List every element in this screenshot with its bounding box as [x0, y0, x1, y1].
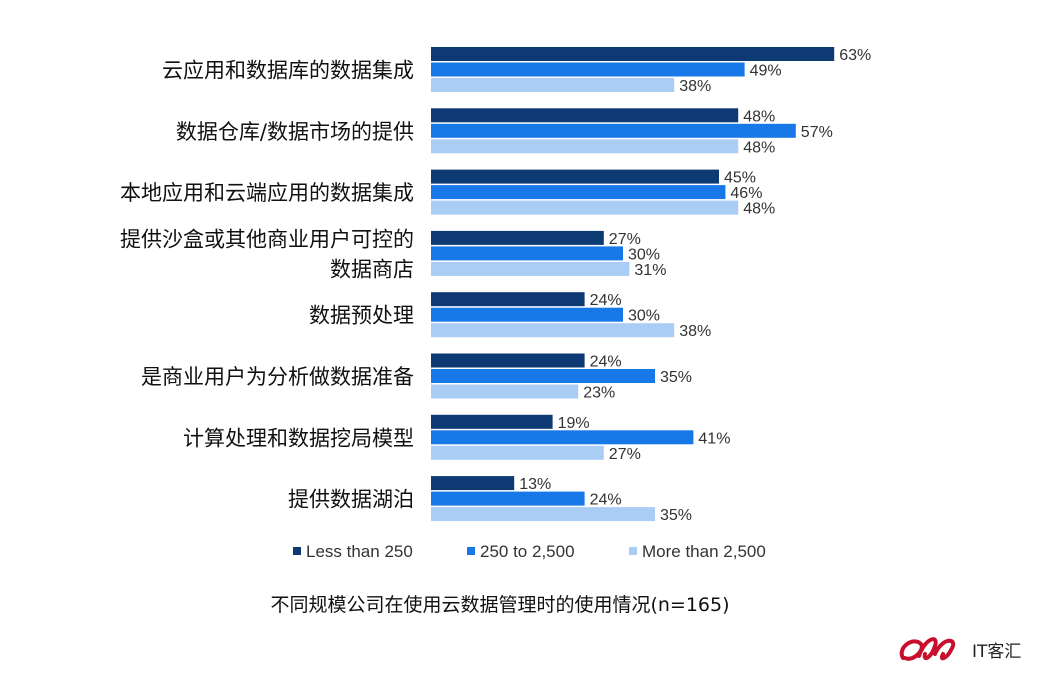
bar-1-series-2 [431, 62, 745, 77]
bar-3-series-1 [431, 169, 719, 184]
category-label-4-line-2: 数据商店 [330, 257, 414, 281]
bar-3-series-3 [431, 200, 739, 215]
category-label-2: 数据仓库/数据市场的提供 [176, 120, 414, 144]
legend-label-3: More than 2,500 [642, 542, 766, 561]
value-label-7-1: 19% [558, 415, 590, 432]
bar-6-series-3 [431, 384, 579, 399]
legend-swatch-2 [467, 547, 475, 555]
chart-caption: 不同规模公司在使用云数据管理时的使用情况(n=165) [270, 594, 730, 616]
bar-5-series-3 [431, 323, 675, 338]
legend-label-2: 250 to 2,500 [480, 542, 575, 561]
bar-1-series-3 [431, 78, 675, 92]
value-label-1-3: 38% [679, 78, 711, 95]
bar-8-series-3 [431, 507, 655, 522]
value-label-2-2: 57% [801, 124, 833, 141]
bar-2-series-3 [431, 139, 739, 154]
bar-2-series-1 [431, 108, 739, 123]
labels-layer: 63% 49% 38% 云应用和数据库的数据集成 48% 57% 48% 数据仓库/数据市场的… [120, 47, 871, 524]
category-label-1: 云应用和数据库的数据集成 [162, 59, 414, 83]
legend-label-1: Less than 250 [306, 542, 413, 561]
category-label-5: 数据预处理 [309, 304, 414, 328]
value-label-8-2: 24% [590, 492, 622, 509]
value-label-7-2: 41% [698, 430, 730, 447]
legend-swatch-3 [629, 547, 637, 555]
value-label-3-2: 46% [730, 185, 762, 202]
category-label-7: 计算处理和数据挖局模型 [183, 426, 414, 450]
value-label-5-2: 30% [628, 308, 660, 325]
bar-chart: 63% 49% 38% 云应用和数据库的数据集成 48% 57% 48% 数据仓库/数据市场的… [120, 47, 871, 561]
value-label-4-1: 27% [609, 231, 641, 248]
legend: Less than 250 250 to 2,500 More than 2,500 [293, 542, 766, 561]
bar-6-series-2 [431, 369, 655, 383]
watermark-logo [899, 637, 955, 661]
bar-7-series-1 [431, 414, 553, 429]
value-label-6-3: 23% [583, 385, 615, 402]
value-label-5-3: 38% [679, 323, 711, 340]
bar-4-series-3 [431, 261, 630, 276]
value-label-2-3: 48% [743, 139, 775, 156]
value-label-1-2: 49% [750, 63, 782, 80]
bar-7-series-2 [431, 430, 694, 445]
category-label-8: 提供数据湖泊 [288, 488, 414, 512]
value-label-2-1: 48% [743, 108, 775, 125]
value-label-4-2: 30% [628, 246, 660, 263]
category-label-3: 本地应用和云端应用的数据集成 [120, 181, 414, 205]
value-label-7-3: 27% [609, 446, 641, 463]
bar-5-series-2 [431, 307, 623, 322]
bar-2-series-2 [431, 123, 796, 138]
bar-3-series-2 [431, 185, 726, 200]
category-label-6: 是商业用户为分析做数据准备 [141, 365, 414, 389]
bar-4-series-1 [431, 230, 604, 245]
bar-4-series-2 [431, 246, 623, 261]
value-label-3-3: 48% [743, 201, 775, 218]
bar-5-series-1 [431, 292, 585, 307]
watermark-text: IT客汇 [972, 642, 1022, 662]
value-label-3-1: 45% [724, 170, 756, 187]
bar-6-series-1 [431, 353, 585, 368]
value-label-4-3: 31% [634, 262, 666, 279]
bar-8-series-1 [431, 476, 515, 491]
value-label-6-1: 24% [590, 354, 622, 371]
value-label-6-2: 35% [660, 369, 692, 386]
value-label-8-1: 13% [519, 476, 551, 493]
value-label-8-3: 35% [660, 507, 692, 524]
value-label-1-1: 63% [839, 47, 871, 64]
logo-swirl-icon [899, 637, 955, 661]
category-label-4-line-1: 提供沙盒或其他商业用户可控的 [120, 227, 414, 251]
bars-layer [431, 47, 835, 522]
bar-1-series-1 [431, 47, 835, 61]
bar-7-series-3 [431, 445, 604, 460]
bar-8-series-2 [431, 491, 585, 506]
legend-swatch-1 [293, 547, 301, 555]
value-label-5-1: 24% [590, 292, 622, 309]
